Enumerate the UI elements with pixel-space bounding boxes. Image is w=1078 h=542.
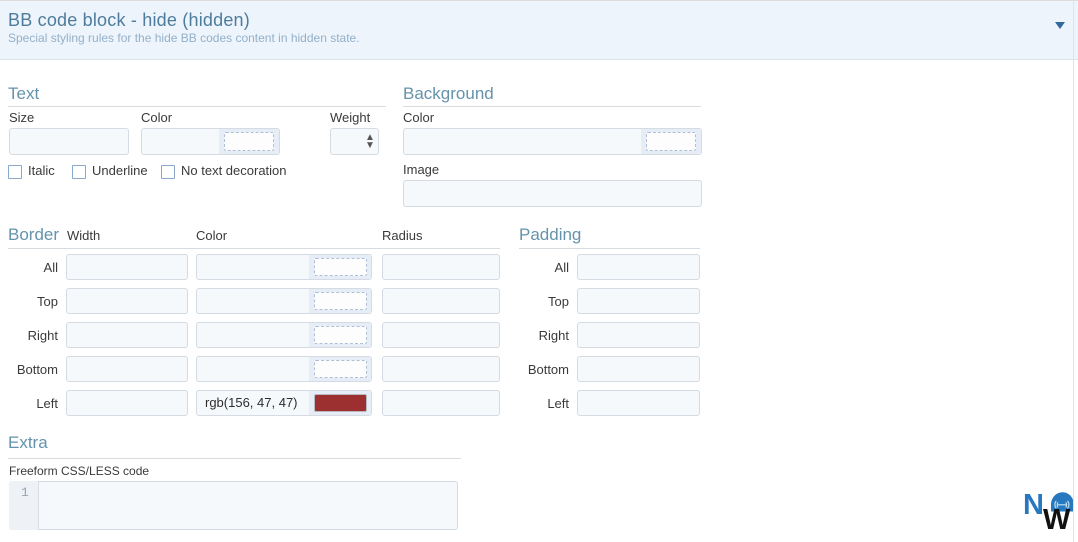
svg-text:W: W	[1043, 504, 1071, 531]
svg-text:N: N	[1024, 489, 1043, 521]
